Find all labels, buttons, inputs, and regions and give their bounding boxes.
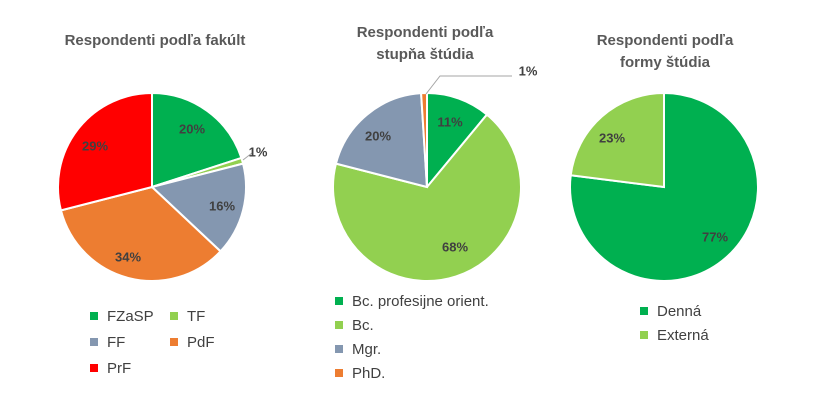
pie-slice-bc-profesijne-orient: [426, 91, 489, 190]
legend-swatch: [170, 312, 178, 320]
legend-label: Bc.: [352, 317, 374, 334]
data-label: 34%: [115, 249, 141, 264]
chart-faculty: Respondenti podľa fakúlt: [20, 0, 290, 420]
legend-label: Denná: [657, 303, 702, 320]
pie-slice-prf: [57, 91, 153, 212]
pie-slice-pdf: [59, 185, 222, 282]
data-label: 20%: [179, 121, 205, 136]
leader-line: [242, 152, 253, 161]
legend-item: FZaSP: [90, 308, 154, 326]
chart-title: Respondenti podľa formy štúdia: [596, 32, 734, 71]
pie-slice-ff: [149, 162, 247, 253]
data-label: 20%: [365, 128, 391, 143]
legend-item: PrF: [90, 360, 131, 378]
data-label: 29%: [82, 138, 108, 153]
data-label: 11%: [437, 114, 463, 129]
chart-study-form: Respondenti podľa formy štúdia: [560, 0, 770, 420]
pie-slice-mgr: [334, 92, 429, 189]
legend-swatch: [640, 331, 648, 339]
legend-item: TF: [170, 308, 205, 326]
legend-label: Externá: [657, 327, 709, 344]
legend-swatch: [90, 312, 98, 320]
data-label: 68%: [442, 239, 468, 254]
legend-label: PdF: [187, 334, 215, 351]
data-label: 23%: [599, 130, 625, 145]
legend-item: PdF: [170, 334, 215, 352]
leader-line: [425, 75, 512, 95]
legend-item: Denná: [640, 303, 701, 321]
legend-item: PhD.: [335, 365, 385, 383]
legend-label: Bc. profesijne orient.: [352, 293, 489, 310]
legend-item: Bc. profesijne orient.: [335, 293, 489, 311]
legend-swatch: [335, 345, 343, 353]
legend-label: FZaSP: [107, 308, 154, 325]
legend-label: TF: [187, 308, 206, 325]
legend-swatch: [335, 321, 343, 329]
legend-label: PrF: [107, 360, 132, 377]
pie-slice-extern: [569, 91, 665, 189]
data-label: 16%: [209, 198, 235, 213]
legend-item: FF: [90, 334, 125, 352]
legend-label: Mgr.: [352, 341, 382, 358]
legend-swatch: [170, 338, 178, 346]
legend-swatch: [90, 364, 98, 372]
legend-label: PhD.: [352, 365, 386, 382]
data-label: 1%: [519, 63, 538, 78]
data-label: 77%: [702, 229, 728, 244]
pie-slice-fzasp: [151, 91, 243, 189]
data-label: 1%: [249, 144, 268, 159]
legend-item: Externá: [640, 327, 709, 345]
legend-swatch: [335, 369, 343, 377]
chart-study-level: Respondenti podľa stupňa štúdia: [300, 0, 550, 420]
chart-title: Respondenti podľa stupňa štúdia: [356, 24, 494, 63]
legend-item: Mgr.: [335, 341, 381, 359]
legend-item: Bc.: [335, 317, 374, 335]
legend-label: FF: [107, 334, 126, 351]
legend-swatch: [640, 307, 648, 315]
legend-swatch: [335, 297, 343, 305]
pie-slice-bc: [332, 113, 522, 282]
legend-swatch: [90, 338, 98, 346]
chart-title: Respondenti podľa fakúlt: [64, 32, 246, 49]
